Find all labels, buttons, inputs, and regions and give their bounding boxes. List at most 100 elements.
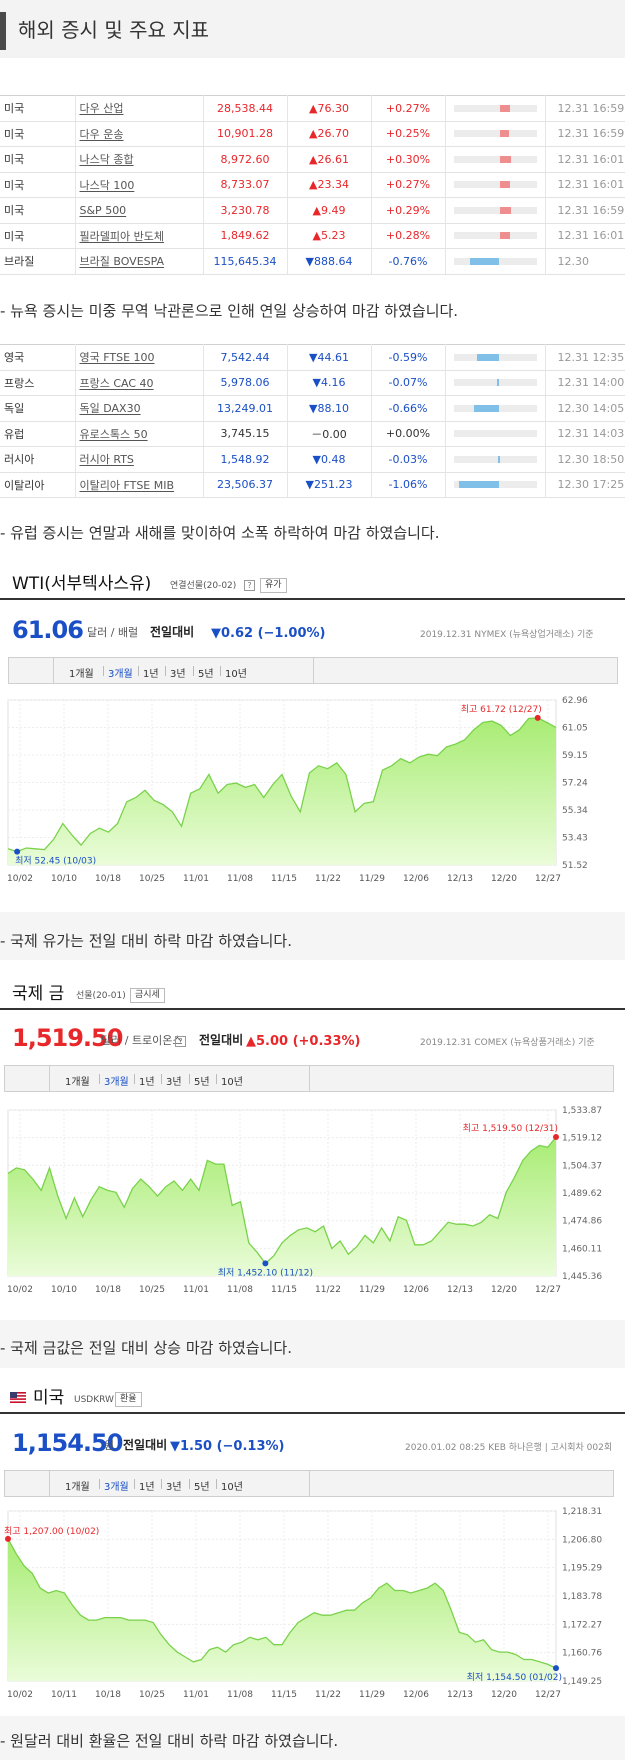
market-country: 미국	[0, 121, 76, 147]
market-name[interactable]: 유로스톡스 50	[75, 421, 204, 447]
usd-note-band	[0, 1716, 625, 1760]
low-label: 최저 1,452.10 (11/12)	[218, 1267, 313, 1278]
gold-change: ▲5.00 (+0.33%)	[246, 1034, 361, 1049]
market-name-link[interactable]: 나스닥 100	[79, 178, 135, 192]
gold-change-label: 전일대비	[199, 1033, 244, 1047]
market-change: ▼251.23	[287, 472, 372, 498]
tab-divider	[309, 1066, 310, 1091]
market-change-rate: -0.66%	[371, 395, 446, 422]
market-name[interactable]: 다우 산업	[75, 95, 204, 122]
market-name[interactable]: 나스닥 100	[75, 172, 204, 198]
market-price: 28,538.44	[203, 95, 288, 122]
market-time: 12.31 16:01	[545, 172, 625, 198]
x-tick-label: 12/27	[535, 1690, 561, 1700]
change-bar-fill	[499, 206, 511, 214]
gold-help-icon[interactable]: ?	[175, 1036, 186, 1047]
change-bar	[453, 430, 537, 438]
market-name-link[interactable]: S&P 500	[79, 203, 127, 217]
usd-title: 미국	[33, 1388, 65, 1408]
market-name[interactable]: 영국 FTSE 100	[75, 344, 204, 371]
market-time: 12.30 14:05	[545, 395, 625, 422]
range-tab[interactable]: 1개월	[65, 1077, 90, 1088]
change-bar	[453, 206, 537, 214]
range-tab[interactable]: 10년	[221, 1482, 243, 1493]
range-tab[interactable]: 3년	[170, 669, 186, 680]
market-name[interactable]: 러시아 RTS	[75, 446, 204, 473]
low-point	[262, 1260, 269, 1267]
high-point	[553, 1133, 559, 1140]
range-tab[interactable]: 1년	[139, 1077, 155, 1088]
market-name-link[interactable]: 이탈리아 FTSE MIB	[79, 478, 175, 492]
us-flag-icon	[10, 1392, 26, 1403]
usd-range-tabs: 1개월 3개월 1년 3년 5년 10년	[4, 1470, 614, 1497]
range-tab[interactable]: 5년	[198, 669, 214, 680]
market-name-link[interactable]: 다우 운송	[79, 127, 124, 141]
market-name[interactable]: 다우 운송	[75, 121, 204, 147]
wti-note-band	[0, 912, 625, 960]
market-time: 12.30 17:25	[545, 472, 625, 498]
wti-help-icon[interactable]: ?	[244, 580, 255, 591]
market-name-link[interactable]: 러시아 RTS	[79, 453, 134, 467]
market-name[interactable]: 프랑스 CAC 40	[75, 370, 204, 396]
market-name[interactable]: S&P 500	[75, 197, 204, 224]
y-tick-label: 62.96	[562, 696, 588, 706]
market-name-link[interactable]: 독일 DAX30	[79, 402, 141, 416]
range-tab[interactable]: 3개월	[108, 669, 133, 680]
market-change: ▲26.70	[287, 121, 372, 147]
range-tab[interactable]: 3년	[166, 1482, 182, 1493]
market-price: 8,733.07	[203, 172, 288, 198]
market-name[interactable]: 브라질 BOVESPA	[75, 248, 204, 275]
x-tick-label: 10/25	[139, 1690, 165, 1700]
market-price: 5,978.06	[203, 370, 288, 396]
range-tab[interactable]: 10년	[221, 1077, 243, 1088]
range-tab[interactable]: 3개월	[104, 1482, 129, 1493]
range-tab[interactable]: 5년	[194, 1077, 210, 1088]
market-change-bar	[445, 146, 546, 173]
x-tick-label: 12/13	[447, 1285, 473, 1295]
market-name-link[interactable]: 브라질 BOVESPA	[79, 255, 165, 269]
y-tick-label: 1,172.27	[562, 1620, 602, 1630]
market-time: 12.31 16:01	[545, 223, 625, 249]
x-tick-label: 11/22	[315, 1690, 341, 1700]
series-area	[8, 1137, 556, 1276]
x-tick-label: 10/10	[51, 1285, 77, 1295]
market-change-rate: -1.06%	[371, 472, 446, 498]
change-bar	[453, 257, 537, 265]
x-tick-label: 11/01	[183, 874, 209, 884]
range-tab[interactable]: 3개월	[104, 1077, 129, 1088]
market-name-link[interactable]: 필라델피아 반도체	[79, 229, 164, 243]
market-name-link[interactable]: 영국 FTSE 100	[79, 351, 155, 365]
y-tick-label: 55.34	[562, 806, 588, 816]
range-tab[interactable]: 5년	[194, 1482, 210, 1493]
gold-price: 1,519.50	[12, 1024, 123, 1052]
tab-separator	[103, 666, 104, 676]
wti-meta: 2019.12.31 NYMEX (뉴욕상업거래소) 기준	[420, 630, 594, 640]
range-tab[interactable]: 3년	[166, 1077, 182, 1088]
market-country: 독일	[0, 395, 76, 422]
market-name[interactable]: 나스닥 종합	[75, 146, 204, 173]
low-point	[553, 1665, 559, 1672]
market-name-link[interactable]: 유로스톡스 50	[79, 427, 148, 441]
range-tab[interactable]: 1년	[143, 669, 159, 680]
range-tab[interactable]: 10년	[225, 669, 247, 680]
market-change-bar	[445, 370, 546, 396]
high-point	[534, 714, 541, 721]
market-name-link[interactable]: 다우 산업	[79, 102, 124, 116]
range-tab[interactable]: 1개월	[65, 1482, 90, 1493]
x-tick-label: 11/08	[227, 1285, 253, 1295]
wti-oil-button[interactable]: 유가	[260, 578, 287, 593]
x-tick-label: 11/29	[359, 1285, 385, 1295]
market-change-bar	[445, 172, 546, 198]
market-country: 미국	[0, 146, 76, 173]
market-name-link[interactable]: 프랑스 CAC 40	[79, 376, 154, 390]
market-name[interactable]: 독일 DAX30	[75, 395, 204, 422]
market-name[interactable]: 필라델피아 반도체	[75, 223, 204, 249]
usd-rate-button[interactable]: 환율	[115, 1392, 142, 1407]
range-tab[interactable]: 1년	[139, 1482, 155, 1493]
range-tab[interactable]: 1개월	[69, 669, 94, 680]
market-name[interactable]: 이탈리아 FTSE MIB	[75, 472, 204, 498]
gold-price-button[interactable]: 금시세	[130, 988, 165, 1003]
low-label: 최저 1,154.50 (01/02)	[467, 1672, 562, 1683]
x-tick-label: 11/08	[227, 874, 253, 884]
market-name-link[interactable]: 나스닥 종합	[79, 153, 134, 167]
